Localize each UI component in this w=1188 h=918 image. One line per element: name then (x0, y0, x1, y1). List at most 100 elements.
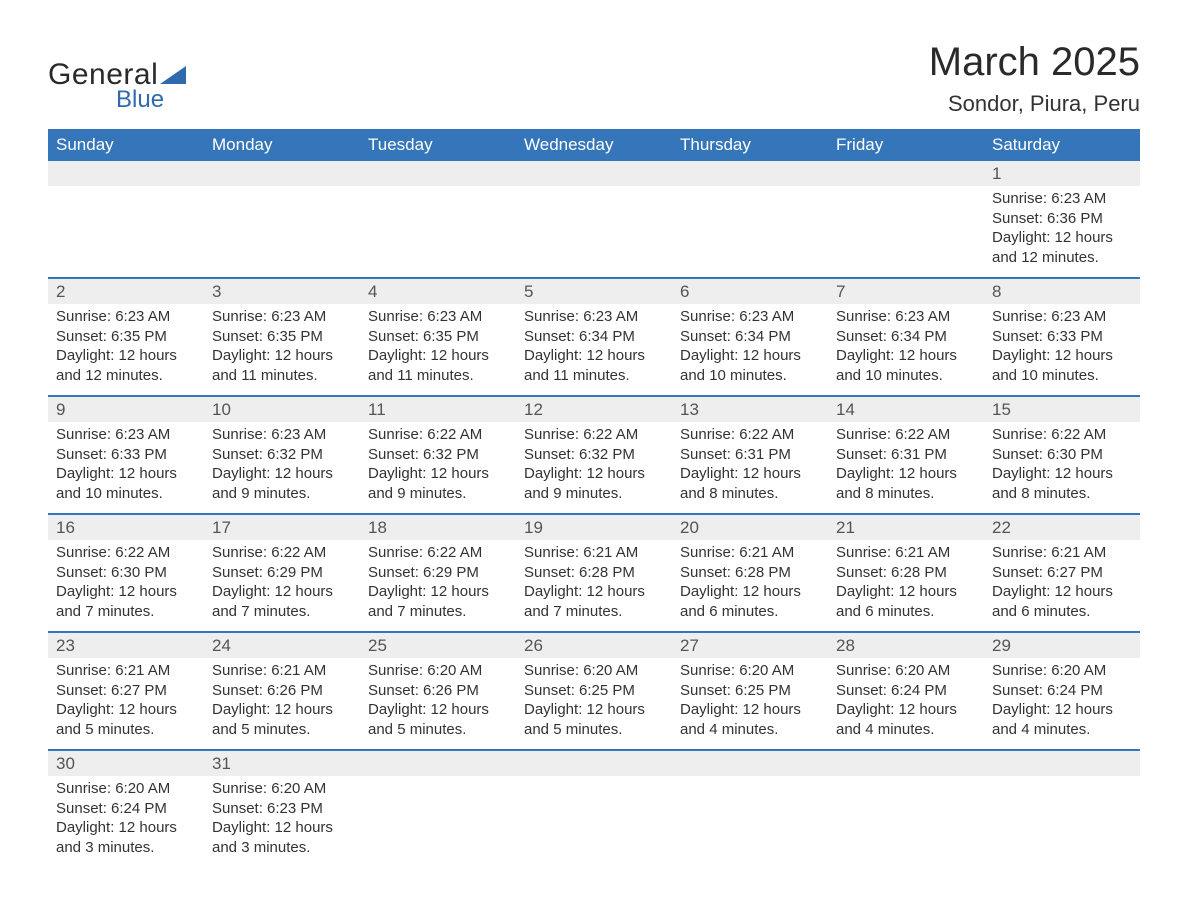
daylight-text: Daylight: 12 hours and 11 minutes. (368, 346, 508, 385)
day-number: 8 (992, 282, 1001, 301)
sunset-text: Sunset: 6:26 PM (368, 681, 508, 701)
day-number-cell: 8 (984, 278, 1140, 304)
sunrise-text: Sunrise: 6:20 AM (212, 779, 352, 799)
sunrise-text: Sunrise: 6:21 AM (992, 543, 1132, 563)
sunset-text: Sunset: 6:36 PM (992, 209, 1132, 229)
day-number-cell: 7 (828, 278, 984, 304)
day-body-row: Sunrise: 6:23 AMSunset: 6:35 PMDaylight:… (48, 304, 1140, 396)
day-number: 14 (836, 400, 855, 419)
daylight-text: Daylight: 12 hours and 4 minutes. (680, 700, 820, 739)
day-number-cell: 9 (48, 396, 204, 422)
sunrise-text: Sunrise: 6:22 AM (992, 425, 1132, 445)
day-number-cell: 31 (204, 750, 360, 776)
day-number: 5 (524, 282, 533, 301)
day-body-cell: Sunrise: 6:20 AMSunset: 6:25 PMDaylight:… (672, 658, 828, 750)
day-body-cell: Sunrise: 6:23 AMSunset: 6:34 PMDaylight:… (672, 304, 828, 396)
day-body-row: Sunrise: 6:23 AMSunset: 6:36 PMDaylight:… (48, 186, 1140, 278)
day-body-cell: Sunrise: 6:23 AMSunset: 6:35 PMDaylight:… (204, 304, 360, 396)
day-body-cell: Sunrise: 6:23 AMSunset: 6:35 PMDaylight:… (360, 304, 516, 396)
sunset-text: Sunset: 6:27 PM (992, 563, 1132, 583)
day-number-cell: 10 (204, 396, 360, 422)
day-header: Friday (828, 129, 984, 161)
day-body-cell: Sunrise: 6:23 AMSunset: 6:33 PMDaylight:… (984, 304, 1140, 396)
day-number-cell: 25 (360, 632, 516, 658)
sunrise-text: Sunrise: 6:22 AM (56, 543, 196, 563)
sunset-text: Sunset: 6:33 PM (992, 327, 1132, 347)
day-body-cell: Sunrise: 6:21 AMSunset: 6:27 PMDaylight:… (984, 540, 1140, 632)
sunset-text: Sunset: 6:25 PM (680, 681, 820, 701)
day-number: 20 (680, 518, 699, 537)
day-body-cell: Sunrise: 6:20 AMSunset: 6:24 PMDaylight:… (48, 776, 204, 867)
daylight-text: Daylight: 12 hours and 9 minutes. (212, 464, 352, 503)
day-number-row: 9101112131415 (48, 396, 1140, 422)
day-body-cell: Sunrise: 6:22 AMSunset: 6:32 PMDaylight:… (360, 422, 516, 514)
sunset-text: Sunset: 6:23 PM (212, 799, 352, 819)
day-number: 28 (836, 636, 855, 655)
sunrise-text: Sunrise: 6:23 AM (992, 307, 1132, 327)
day-number-cell: 22 (984, 514, 1140, 540)
daylight-text: Daylight: 12 hours and 12 minutes. (56, 346, 196, 385)
day-body-cell: Sunrise: 6:23 AMSunset: 6:35 PMDaylight:… (48, 304, 204, 396)
day-number-cell (360, 750, 516, 776)
day-number-cell (672, 161, 828, 186)
day-header-row: Sunday Monday Tuesday Wednesday Thursday… (48, 129, 1140, 161)
sunset-text: Sunset: 6:32 PM (524, 445, 664, 465)
daylight-text: Daylight: 12 hours and 8 minutes. (680, 464, 820, 503)
day-header: Sunday (48, 129, 204, 161)
sunrise-text: Sunrise: 6:20 AM (56, 779, 196, 799)
day-number: 6 (680, 282, 689, 301)
day-number-cell: 12 (516, 396, 672, 422)
day-body-cell: Sunrise: 6:22 AMSunset: 6:31 PMDaylight:… (672, 422, 828, 514)
sunrise-text: Sunrise: 6:20 AM (992, 661, 1132, 681)
day-body-row: Sunrise: 6:22 AMSunset: 6:30 PMDaylight:… (48, 540, 1140, 632)
day-body-cell: Sunrise: 6:23 AMSunset: 6:34 PMDaylight:… (516, 304, 672, 396)
day-body-cell (360, 776, 516, 867)
sunrise-text: Sunrise: 6:20 AM (524, 661, 664, 681)
day-body-cell: Sunrise: 6:22 AMSunset: 6:32 PMDaylight:… (516, 422, 672, 514)
sunset-text: Sunset: 6:32 PM (212, 445, 352, 465)
day-number-row: 2345678 (48, 278, 1140, 304)
sunset-text: Sunset: 6:34 PM (836, 327, 976, 347)
day-number-cell: 13 (672, 396, 828, 422)
day-body-cell (516, 186, 672, 278)
sunrise-text: Sunrise: 6:22 AM (524, 425, 664, 445)
sunrise-text: Sunrise: 6:20 AM (368, 661, 508, 681)
day-number: 11 (368, 400, 386, 419)
day-number: 9 (56, 400, 65, 419)
day-body-cell (984, 776, 1140, 867)
day-number-cell (516, 161, 672, 186)
day-number: 24 (212, 636, 231, 655)
day-number-cell: 21 (828, 514, 984, 540)
location: Sondor, Piura, Peru (929, 91, 1140, 117)
sunrise-text: Sunrise: 6:22 AM (368, 543, 508, 563)
sunset-text: Sunset: 6:31 PM (680, 445, 820, 465)
day-number: 29 (992, 636, 1011, 655)
day-number: 17 (212, 518, 231, 537)
sunrise-text: Sunrise: 6:21 AM (524, 543, 664, 563)
day-number-cell: 24 (204, 632, 360, 658)
day-number-cell: 17 (204, 514, 360, 540)
sunrise-text: Sunrise: 6:23 AM (680, 307, 820, 327)
day-number-cell (828, 161, 984, 186)
day-number-cell: 19 (516, 514, 672, 540)
day-body-row: Sunrise: 6:20 AMSunset: 6:24 PMDaylight:… (48, 776, 1140, 867)
daylight-text: Daylight: 12 hours and 5 minutes. (212, 700, 352, 739)
day-number-cell: 5 (516, 278, 672, 304)
sunset-text: Sunset: 6:30 PM (56, 563, 196, 583)
day-header: Saturday (984, 129, 1140, 161)
sunrise-text: Sunrise: 6:21 AM (836, 543, 976, 563)
day-number: 16 (56, 518, 75, 537)
sunset-text: Sunset: 6:28 PM (680, 563, 820, 583)
day-number: 23 (56, 636, 75, 655)
sunset-text: Sunset: 6:30 PM (992, 445, 1132, 465)
day-body-cell: Sunrise: 6:22 AMSunset: 6:30 PMDaylight:… (984, 422, 1140, 514)
header: General Blue March 2025 Sondor, Piura, P… (48, 40, 1140, 117)
daylight-text: Daylight: 12 hours and 10 minutes. (680, 346, 820, 385)
daylight-text: Daylight: 12 hours and 10 minutes. (56, 464, 196, 503)
sunrise-text: Sunrise: 6:23 AM (56, 425, 196, 445)
day-number: 10 (212, 400, 231, 419)
day-body-cell: Sunrise: 6:21 AMSunset: 6:26 PMDaylight:… (204, 658, 360, 750)
day-number-cell (204, 161, 360, 186)
sunset-text: Sunset: 6:35 PM (56, 327, 196, 347)
day-number: 26 (524, 636, 543, 655)
